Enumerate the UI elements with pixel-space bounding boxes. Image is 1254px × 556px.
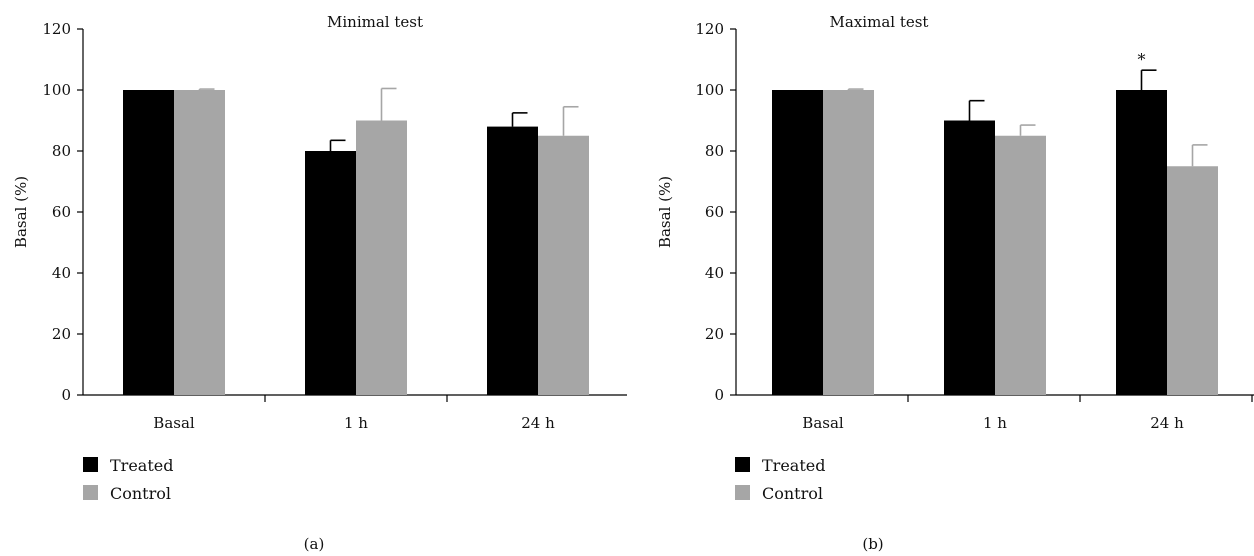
bar-treated-1 (305, 151, 356, 395)
y-tick-label: 40 (705, 264, 724, 282)
legend-swatch-control (735, 485, 750, 500)
bar-chart-a: Minimal test Basal (%) 0 20 40 60 80 100 120 Basa… (12, 13, 627, 553)
bar-treated-1 (944, 120, 995, 395)
y-tick-label: 40 (52, 264, 71, 282)
y-tick-label: 120 (695, 20, 724, 38)
y-axis-title: Basal (%) (656, 176, 674, 248)
bar-control-0 (823, 90, 874, 395)
legend-label-treated: Treated (110, 456, 173, 475)
bar-control-1 (356, 120, 407, 395)
y-tick-label: 100 (695, 81, 724, 99)
x-tick-label: 24 h (1150, 414, 1184, 432)
legend-label-control: Control (110, 484, 171, 503)
y-axis-title: Basal (%) (12, 176, 30, 248)
y-tick-label: 0 (714, 386, 724, 404)
x-tick-label: 1 h (344, 414, 368, 432)
y-tick-label: 100 (42, 81, 71, 99)
legend-label-treated: Treated (762, 456, 825, 475)
legend-swatch-treated (735, 457, 750, 472)
legend-swatch-control (83, 485, 98, 500)
x-tick-label: Basal (153, 414, 195, 432)
bar-control-1 (995, 135, 1046, 395)
bar-control-2 (538, 135, 589, 395)
y-tick-label: 60 (52, 203, 71, 221)
x-tick-label: Basal (802, 414, 844, 432)
y-tick-label: 120 (42, 20, 71, 38)
y-tick-label: 80 (705, 142, 724, 160)
y-tick-label: 20 (705, 325, 724, 343)
significance-marker: * (1138, 50, 1146, 69)
panel-label: (b) (862, 535, 883, 553)
x-tick-label: 24 h (521, 414, 555, 432)
y-tick-label: 60 (705, 203, 724, 221)
chart-panel-a: Minimal test Basal (%) 0 20 40 60 80 100 120 Basa… (12, 13, 627, 553)
chart-title: Minimal test (327, 13, 423, 31)
chart-title: Maximal test (830, 13, 929, 31)
legend-label-control: Control (762, 484, 823, 503)
y-tick-label: 80 (52, 142, 71, 160)
bar-treated-2 (1116, 90, 1167, 395)
bar-treated-0 (772, 90, 823, 395)
bar-control-0 (174, 90, 225, 395)
y-tick-label: 0 (61, 386, 71, 404)
chart-panel-b: Maximal test Basal (%) 0 20 40 60 80 100 120 Basa… (627, 0, 1254, 556)
legend-swatch-treated (83, 457, 98, 472)
bar-treated-0 (123, 90, 174, 395)
bar-treated-2 (487, 126, 538, 395)
y-tick-label: 20 (52, 325, 71, 343)
bar-chart-b: Maximal test Basal (%) 0 20 40 60 80 100 120 Basa… (656, 13, 1254, 553)
bar-control-2 (1167, 166, 1218, 395)
x-tick-label: 1 h (983, 414, 1007, 432)
panel-label: (a) (304, 535, 325, 553)
